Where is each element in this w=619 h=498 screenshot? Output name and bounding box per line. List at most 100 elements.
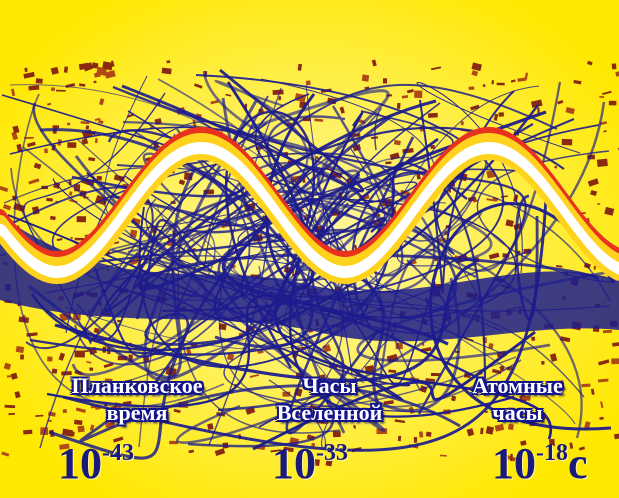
- scribble-line: [148, 262, 585, 398]
- scribble-line: [112, 85, 527, 415]
- speckle: [71, 386, 79, 388]
- speckle: [76, 216, 87, 223]
- speckle: [303, 117, 311, 122]
- speckle: [104, 70, 116, 79]
- speckle: [397, 435, 402, 442]
- speckle: [486, 198, 497, 202]
- speckle: [471, 62, 482, 72]
- speckle: [285, 405, 289, 411]
- speckle: [20, 354, 24, 360]
- speckle: [2, 204, 12, 211]
- speckle: [59, 443, 70, 450]
- speckle: [554, 165, 558, 169]
- speckle: [488, 343, 494, 349]
- speckle: [94, 117, 101, 121]
- speckle: [81, 138, 89, 145]
- speckle: [178, 179, 186, 186]
- speckle: [482, 83, 486, 88]
- speckle: [82, 386, 91, 389]
- speckle: [77, 425, 85, 433]
- speckle: [282, 391, 291, 397]
- scribble-line: [175, 101, 606, 444]
- speckle: [63, 66, 69, 73]
- planck-caption-line2: время: [106, 400, 168, 425]
- speckle: [3, 362, 12, 371]
- speckle: [549, 353, 558, 362]
- speckle: [517, 77, 527, 82]
- speckle: [24, 136, 34, 139]
- speckle: [531, 336, 536, 341]
- speckle: [193, 83, 203, 89]
- speckle: [15, 345, 25, 354]
- speckle: [24, 67, 28, 73]
- scribble-line: [103, 162, 385, 282]
- scribble-line: [70, 239, 411, 428]
- speckle: [339, 106, 345, 114]
- planck-value-base: 10: [58, 439, 102, 488]
- speckle: [388, 369, 397, 374]
- scribble-line: [46, 122, 268, 341]
- speckle: [505, 219, 514, 227]
- speckle: [161, 67, 172, 75]
- speckle: [599, 121, 607, 126]
- speckle: [549, 438, 555, 447]
- speckle: [603, 129, 607, 133]
- speckle: [597, 202, 601, 206]
- speckle: [488, 252, 500, 260]
- speckle: [78, 62, 89, 71]
- scribble-line: [514, 194, 539, 321]
- scribble-line: [124, 167, 373, 227]
- speckle: [510, 79, 516, 83]
- speckle: [573, 79, 582, 85]
- scribble-line: [71, 107, 382, 300]
- speckle: [214, 448, 226, 457]
- universe-clock-value: 10-33: [272, 440, 348, 495]
- speckle: [584, 421, 591, 429]
- speckle: [385, 161, 392, 165]
- scribble-line: [110, 231, 451, 335]
- speckle: [470, 104, 480, 111]
- speckle: [311, 442, 316, 447]
- speckle: [66, 122, 71, 126]
- speckle: [593, 265, 597, 270]
- speckle: [430, 66, 442, 71]
- speckle: [460, 121, 464, 126]
- speckle: [427, 112, 438, 118]
- speckle: [498, 112, 504, 117]
- speckle: [8, 412, 16, 416]
- speckle: [46, 197, 53, 202]
- speckle: [75, 407, 86, 414]
- speckle: [74, 350, 85, 358]
- speckle: [614, 433, 619, 440]
- speckle: [67, 142, 77, 148]
- speckle: [530, 99, 543, 108]
- speckle: [180, 381, 188, 390]
- wave-white-band: [0, 141, 619, 281]
- speckle: [491, 80, 494, 85]
- speckle: [480, 427, 484, 435]
- speckle: [471, 70, 479, 77]
- speckle: [315, 156, 319, 159]
- scribble-line: [137, 99, 437, 291]
- speckle: [89, 424, 95, 431]
- speckle: [96, 66, 107, 76]
- speckle: [96, 175, 102, 181]
- speckle: [68, 191, 73, 196]
- scribble-line: [346, 183, 532, 319]
- speckle: [587, 178, 599, 187]
- scribble-line: [122, 120, 436, 294]
- speckle: [70, 236, 73, 239]
- speckle: [86, 360, 92, 364]
- speckle: [401, 95, 409, 99]
- atomic-caption-line1: Атомные: [472, 373, 563, 398]
- speckle: [218, 323, 227, 331]
- speckle: [602, 329, 612, 334]
- atomic-clock-value: 10-18с: [492, 440, 588, 495]
- speckle: [599, 95, 605, 99]
- speckle: [150, 126, 154, 129]
- speckle: [47, 356, 53, 362]
- speckle: [28, 178, 40, 185]
- speckle: [413, 436, 418, 443]
- speckle: [23, 429, 33, 435]
